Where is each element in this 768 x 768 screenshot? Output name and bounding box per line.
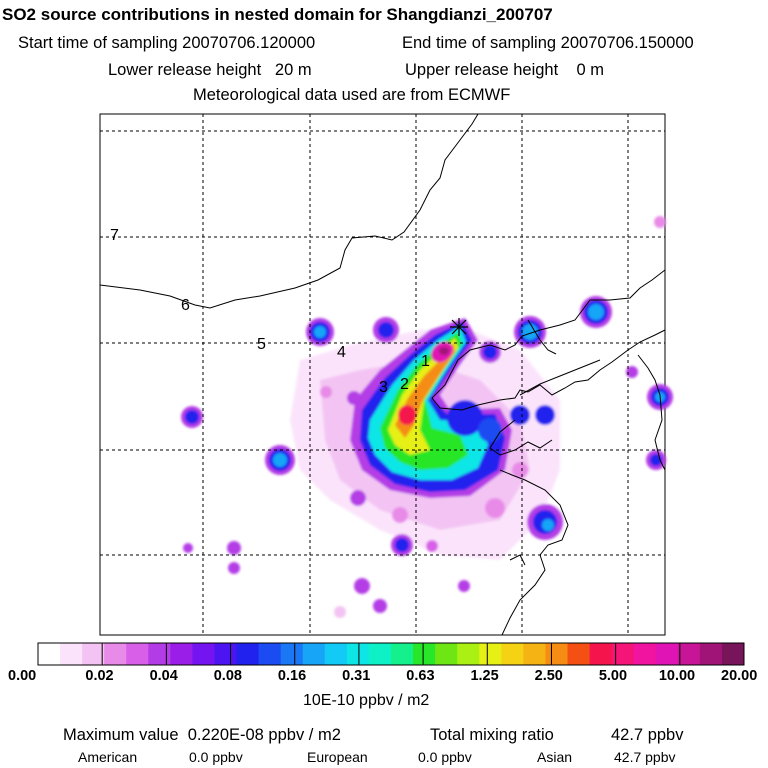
traj-label-1: 1 bbox=[421, 353, 430, 370]
start-time-text: Start time of sampling 20070706.120000 bbox=[18, 34, 316, 52]
colorbar-swatch bbox=[501, 643, 524, 665]
european-label: European bbox=[307, 749, 368, 765]
colorbar bbox=[37, 642, 745, 666]
colorbar-tick-label: 0.08 bbox=[213, 668, 242, 684]
colorbar-tick-label: 0.16 bbox=[277, 668, 307, 684]
meteo-text: Meteorological data used are from ECMWF bbox=[193, 86, 511, 104]
colorbar-tick-label: 0.63 bbox=[406, 668, 435, 684]
colorbar-tick-label: 0.04 bbox=[149, 668, 178, 684]
colorbar-tick-label: 5.00 bbox=[598, 668, 628, 684]
graticule bbox=[100, 114, 665, 635]
colorbar-swatch bbox=[589, 643, 613, 665]
traj-label-3: 3 bbox=[379, 379, 388, 396]
traj-label-4: 4 bbox=[337, 344, 346, 361]
colorbar-swatch bbox=[170, 643, 193, 665]
colorbar-swatch bbox=[38, 643, 61, 665]
total-mixing-label: Total mixing ratio bbox=[430, 726, 554, 744]
colorbar-swatch bbox=[148, 643, 171, 665]
colorbar-swatch bbox=[391, 643, 414, 665]
colorbar-swatch bbox=[126, 643, 149, 665]
colorbar-swatch bbox=[435, 643, 458, 665]
colorbar-swatch bbox=[567, 643, 591, 665]
american-label: American bbox=[78, 749, 138, 765]
colorbar-swatch bbox=[214, 643, 238, 665]
violet-patches bbox=[183, 216, 666, 618]
colorbar-swatch bbox=[82, 643, 105, 665]
american-value: 0.0 ppbv bbox=[189, 749, 243, 765]
colorbar-swatch bbox=[104, 643, 127, 665]
traj-label-6: 6 bbox=[181, 297, 190, 314]
asian-value: 42.7 ppbv bbox=[614, 749, 676, 765]
colorbar-swatch bbox=[302, 643, 326, 665]
colorbar-swatch bbox=[545, 643, 568, 665]
colorbar-tick-label: 0.02 bbox=[85, 668, 114, 684]
end-time-text: End time of sampling 20070706.150000 bbox=[402, 34, 694, 52]
colorbar-swatch bbox=[280, 643, 304, 665]
colorbar-swatch bbox=[192, 643, 215, 665]
colorbar-tick-label: 20.00 bbox=[721, 668, 758, 684]
european-value: 0.0 ppbv bbox=[418, 749, 472, 765]
total-mixing-value: 42.7 ppbv bbox=[611, 726, 684, 744]
colorbar-swatch bbox=[324, 643, 348, 665]
colorbar-swatch bbox=[368, 643, 392, 665]
colorbar-tick-label: 1.25 bbox=[470, 668, 499, 684]
lower-release-text: Lower release height 20 m bbox=[108, 61, 312, 79]
colorbar-swatch bbox=[633, 643, 657, 665]
colorbar-swatch bbox=[523, 643, 546, 665]
colorbar-swatch bbox=[611, 643, 635, 665]
colorbar-swatch bbox=[60, 643, 83, 665]
colorbar-swatch bbox=[655, 643, 679, 665]
max-value-text: Maximum value 0.220E-08 ppbv / m2 bbox=[63, 726, 341, 744]
colorbar-swatch bbox=[721, 643, 745, 665]
colorbar-swatch bbox=[677, 643, 701, 665]
colorbar-tick-label: 10.00 bbox=[658, 668, 696, 684]
colorbar-swatch bbox=[236, 643, 260, 665]
colorbar-swatch bbox=[346, 643, 370, 665]
receptor-marker-icon bbox=[450, 318, 468, 336]
chart-title: SO2 source contributions in nested domai… bbox=[2, 5, 553, 24]
colorbar-swatch bbox=[699, 643, 723, 665]
upper-release-text: Upper release height 0 m bbox=[405, 61, 605, 79]
colorbar-tick-label: 0.31 bbox=[342, 668, 371, 684]
field-red-1 bbox=[398, 405, 416, 425]
colorbar-swatch bbox=[457, 643, 480, 665]
colorbar-tick-label: 0.00 bbox=[8, 668, 37, 684]
colorbar-swatch bbox=[413, 643, 436, 665]
units-label: 10E-10 ppbv / m2 bbox=[303, 692, 430, 709]
field-peak bbox=[439, 347, 449, 355]
traj-label-7: 7 bbox=[110, 227, 119, 244]
traj-label-5: 5 bbox=[257, 336, 266, 353]
traj-label-2: 2 bbox=[400, 376, 409, 393]
colorbar-swatch bbox=[479, 643, 502, 665]
colorbar-tick-label: 2.50 bbox=[534, 668, 563, 684]
colorbar-swatch bbox=[258, 643, 282, 665]
asian-label: Asian bbox=[537, 749, 573, 765]
